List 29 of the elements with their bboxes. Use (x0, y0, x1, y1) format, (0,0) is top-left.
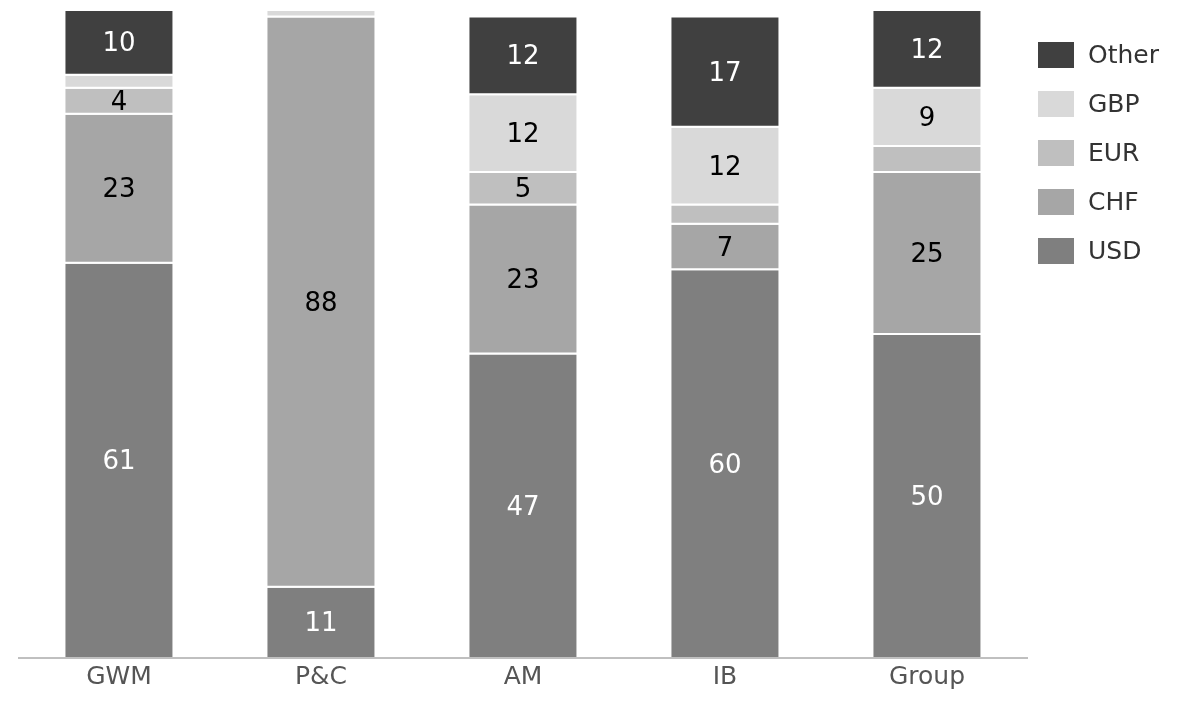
legend-label: EUR (1088, 138, 1140, 167)
data-label: 9 (918, 101, 936, 132)
data-label: 17 (708, 56, 742, 87)
data-label: 23 (102, 173, 136, 204)
data-label: 25 (910, 238, 944, 268)
data-label: 4 (110, 85, 128, 116)
data-label: 60 (708, 448, 742, 479)
legend-label: Other (1088, 40, 1159, 69)
data-label: 12 (506, 40, 540, 71)
data-label: 10 (102, 27, 136, 58)
x-tick-label: P&C (294, 660, 348, 690)
data-label: 88 (304, 286, 338, 317)
legend-label: USD (1088, 236, 1142, 265)
x-tick-label: IB (712, 660, 738, 690)
x-tick-label: Group (888, 660, 966, 690)
data-label: 61 (102, 445, 136, 476)
data-label: 50 (910, 481, 944, 511)
data-label: 23 (506, 263, 540, 294)
data-label: 12 (910, 33, 944, 64)
x-tick-label: AM (503, 660, 543, 690)
data-label: 7 (716, 231, 734, 262)
data-label: 11 (304, 607, 338, 638)
x-tick-label: GWM (86, 660, 152, 690)
legend-label: CHF (1088, 187, 1139, 216)
data-label: 12 (506, 118, 540, 149)
data-label: 5 (514, 173, 532, 204)
data-label: 47 (506, 490, 540, 521)
legend-label: GBP (1088, 89, 1140, 118)
data-label: 12 (708, 150, 742, 181)
